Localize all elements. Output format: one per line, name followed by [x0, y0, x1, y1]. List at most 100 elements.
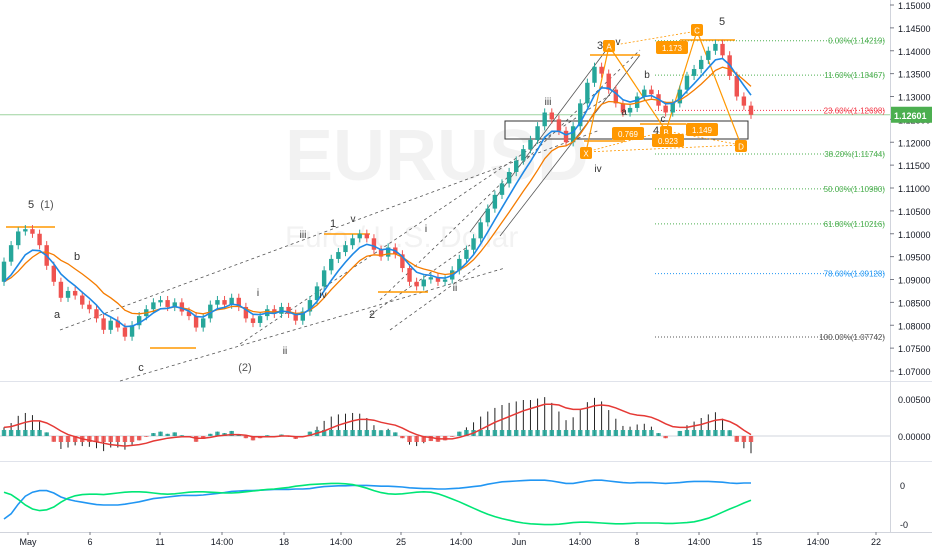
- wave-label: iv: [319, 290, 326, 301]
- macd-histogram-block: [578, 430, 583, 436]
- candle-body: [698, 59, 704, 70]
- candle-body: [506, 171, 512, 184]
- candle-body: [720, 43, 725, 56]
- macd-histogram-block: [51, 436, 57, 442]
- macd-histogram-block: [8, 430, 14, 436]
- ma-fast-line: [3, 57, 752, 328]
- candle-body: [193, 316, 199, 328]
- time-tick-label: 22: [871, 537, 881, 547]
- macd-histogram-block: [101, 436, 106, 442]
- fib-level-label: 100.00%(1.07742): [819, 333, 885, 342]
- candle-body: [136, 316, 142, 326]
- candle-body: [492, 194, 498, 209]
- ma-slow-line: [3, 66, 752, 315]
- watermark-symbol: EURUSD: [285, 116, 589, 196]
- macd-histogram-block: [321, 430, 327, 436]
- candle-body: [471, 238, 476, 250]
- candle-body: [407, 268, 412, 282]
- candle-body: [158, 300, 163, 303]
- candle-body: [1, 261, 7, 282]
- wave-label: iii: [545, 97, 552, 108]
- harmonic-ratio-line: [608, 30, 698, 47]
- macd-histogram-block: [563, 430, 569, 436]
- candle-body: [535, 126, 540, 140]
- macd-histogram-block: [215, 431, 220, 436]
- price-tick-label: 1.15000: [898, 1, 931, 11]
- candle-body: [243, 306, 249, 319]
- candle-body: [293, 313, 298, 321]
- macd-histogram-block: [585, 430, 590, 436]
- macd-histogram-block: [521, 430, 526, 436]
- macd-histogram-block: [364, 430, 370, 436]
- candle-body: [222, 300, 227, 305]
- macd-histogram-block: [421, 436, 426, 442]
- price-tick-label: 1.07500: [898, 344, 931, 354]
- macd-histogram-block: [44, 432, 49, 436]
- candle-body: [8, 245, 14, 262]
- macd-histogram-block: [343, 430, 348, 436]
- trend-line: [499, 54, 641, 237]
- macd-histogram-block: [720, 430, 725, 436]
- candle-body: [16, 231, 21, 246]
- macd-histogram-block: [691, 430, 697, 436]
- time-tick-label: 8: [634, 537, 639, 547]
- harmonic-point-badge: [691, 24, 703, 36]
- time-tick-label: Jun: [512, 537, 527, 547]
- candle-body: [94, 309, 99, 319]
- harmonic-leg: [585, 45, 610, 153]
- candle-body: [236, 297, 241, 307]
- candle-body: [741, 96, 747, 106]
- macd-histogram-block: [649, 430, 654, 436]
- macd-histogram-block: [329, 430, 334, 436]
- macd-histogram-block: [165, 433, 170, 436]
- macd-histogram-block: [592, 430, 597, 436]
- candle-body: [115, 320, 121, 328]
- harmonic-leg: [665, 30, 698, 132]
- harmonic-ratio-badge: [686, 123, 718, 136]
- candle-body: [542, 112, 547, 127]
- candle-body: [172, 302, 177, 307]
- channel-line: [119, 267, 506, 382]
- macd-histogram-block: [108, 436, 113, 442]
- candle-body: [151, 302, 156, 310]
- macd-histogram-block: [713, 430, 718, 436]
- candle-body: [706, 50, 711, 60]
- macd-histogram-block: [37, 430, 42, 436]
- harmonic-ratio-line: [585, 130, 667, 153]
- macd-histogram-block: [642, 430, 647, 436]
- macd-histogram-block: [87, 436, 92, 442]
- candle-body: [371, 238, 377, 250]
- macd-histogram-block: [428, 436, 434, 442]
- wave-label: c: [661, 114, 666, 125]
- macd-histogram-block: [122, 436, 128, 442]
- candle-body: [165, 300, 170, 307]
- price-tick-label: 1.11000: [898, 184, 930, 194]
- harmonic-ratio-badge: [652, 134, 684, 147]
- candle-body: [307, 300, 313, 312]
- candle-body: [108, 320, 113, 330]
- price-tick-label: 1.10500: [898, 207, 931, 217]
- wave-label: 1: [330, 218, 336, 230]
- macd-histogram-block: [172, 432, 177, 436]
- macd-histogram-block: [620, 430, 626, 436]
- macd-histogram-block: [613, 430, 619, 436]
- candle-body: [620, 103, 626, 113]
- macd-histogram-block: [307, 431, 313, 436]
- macd-histogram-block: [734, 436, 739, 442]
- macd-histogram-block: [506, 430, 512, 436]
- wave-label: ii: [283, 346, 287, 357]
- candle-body: [599, 66, 604, 74]
- time-tick-label: 18: [279, 537, 289, 547]
- candle-body: [642, 89, 647, 97]
- candle-body: [670, 103, 675, 113]
- harmonic-ratio-label: 1.149: [692, 126, 713, 135]
- time-tick-label: 14:00: [330, 537, 353, 547]
- pane-separator-macd: [0, 381, 932, 382]
- macd-histogram-block: [357, 430, 362, 436]
- candle-body: [421, 279, 426, 287]
- macd-histogram-block: [741, 436, 747, 442]
- candle-body: [65, 290, 71, 298]
- time-tick-label: 11: [155, 537, 164, 547]
- harmonic-ratio-label: 1.173: [662, 44, 683, 53]
